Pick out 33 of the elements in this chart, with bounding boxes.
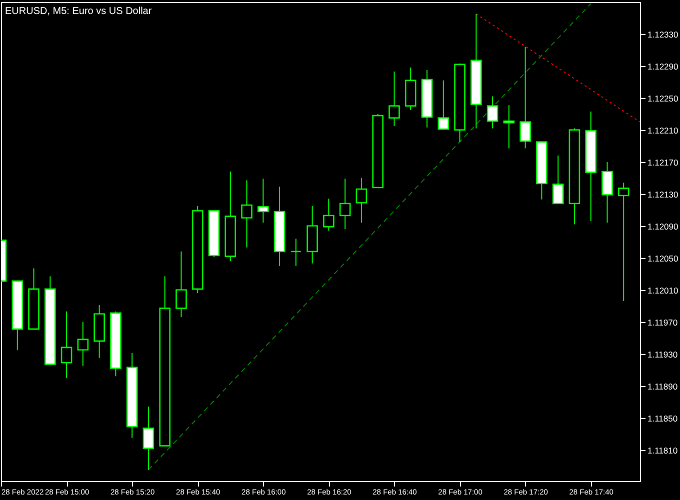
candlestick xyxy=(388,71,400,126)
candlestick xyxy=(503,104,515,149)
candlestick xyxy=(241,180,252,248)
candlestick xyxy=(520,46,531,149)
candlestick xyxy=(60,310,72,378)
candlestick xyxy=(323,198,334,232)
y-tick-label: 1.11930 xyxy=(648,349,678,360)
y-tick-label: 1.12170 xyxy=(648,157,678,168)
y-tick-label: 1.11970 xyxy=(648,317,678,328)
y-tick-label: 1.11810 xyxy=(648,445,678,456)
candlestick xyxy=(438,80,450,130)
candlestick xyxy=(77,321,89,366)
candlestick xyxy=(618,182,630,302)
y-tick-label: 1.12290 xyxy=(648,61,678,72)
y-tick-label: 1.12050 xyxy=(648,253,678,264)
candlestick xyxy=(290,238,302,266)
y-tick-label: 1.12250 xyxy=(648,93,678,104)
y-tick-label: 1.11850 xyxy=(648,413,678,424)
candlestick xyxy=(552,155,564,204)
candlestick xyxy=(356,177,368,224)
y-tick-label: 1.12010 xyxy=(648,285,678,296)
candlestick xyxy=(602,161,613,224)
y-tick-label: 1.11890 xyxy=(648,381,678,392)
candlestick xyxy=(258,178,269,224)
candlestick xyxy=(486,96,498,129)
chart-title: EURUSD, M5: Euro vs US Dollar xyxy=(5,6,152,17)
y-tick-label: 1.12090 xyxy=(648,221,678,232)
candlestick xyxy=(176,250,187,318)
candlestick xyxy=(339,178,351,230)
y-tick-label: 1.12330 xyxy=(648,29,678,40)
y-tick-label: 1.12130 xyxy=(648,189,678,200)
candlestick xyxy=(142,406,154,470)
y-tick-label: 1.12210 xyxy=(648,125,678,136)
